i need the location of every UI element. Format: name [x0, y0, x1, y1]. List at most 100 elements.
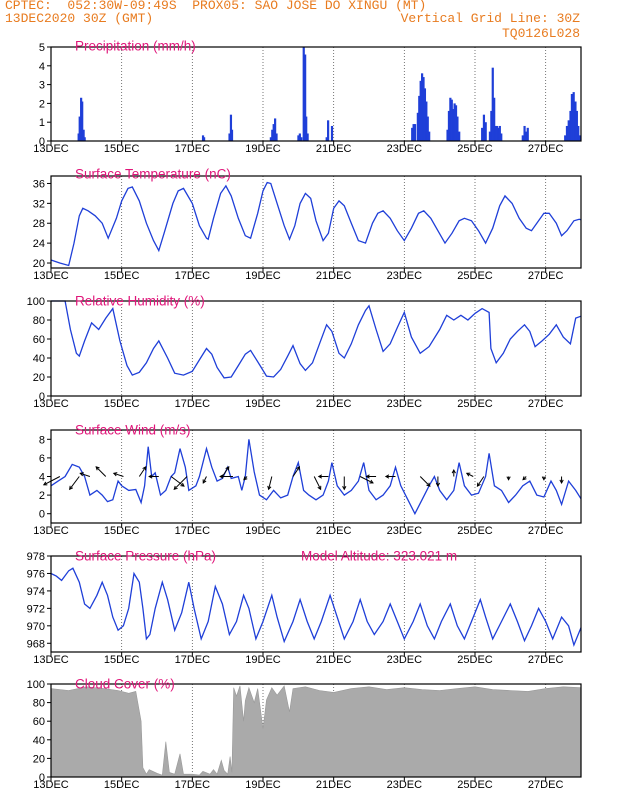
precip-bar	[269, 137, 272, 141]
wind-vector-head	[506, 476, 511, 481]
x-tick-label: 19DEC	[245, 143, 281, 155]
wind-vector-head	[559, 479, 564, 484]
x-tick-label: 23DEC	[387, 525, 423, 537]
precip-bar	[481, 127, 484, 141]
precip-bar	[526, 127, 529, 141]
wind-vector-head	[476, 482, 481, 487]
x-tick-label: 15DEC	[104, 270, 140, 282]
precip-bar	[574, 101, 577, 141]
precip-bar	[412, 124, 415, 141]
precip-bar	[493, 97, 496, 141]
precip-bar	[497, 127, 500, 141]
wind-vector-head	[95, 466, 100, 471]
precip-bar	[426, 116, 429, 141]
cloud-cover-area	[50, 685, 582, 778]
y-tick-label: 4	[39, 472, 45, 484]
x-tick-label: 19DEC	[245, 525, 281, 537]
x-tick-label: 15DEC	[104, 525, 140, 537]
wind-vector	[359, 476, 374, 484]
x-tick-label: 21DEC	[316, 270, 352, 282]
precip-bar	[302, 47, 305, 141]
precip-bar	[447, 110, 451, 141]
precip-bar	[572, 92, 575, 141]
wind-vector	[138, 466, 147, 477]
precip-bar	[418, 95, 421, 141]
wind-vector-head	[317, 474, 323, 479]
panel-title: Relative Humidity (%)	[75, 294, 205, 309]
precip-bar	[488, 131, 492, 141]
precip-bar	[83, 137, 86, 141]
precip-bar	[271, 129, 274, 141]
panel-3: 0 20 40 60 80 100 13DEC 15DEC 17DEC 19DEC 21DEC 23D…	[27, 294, 582, 410]
plot-frame	[50, 300, 582, 397]
y-tick-label: 8	[39, 434, 45, 446]
panel-title: Surface Wind (m/s)	[75, 423, 191, 438]
x-tick-label: 25DEC	[457, 270, 493, 282]
y-tick-label: 100	[27, 679, 45, 691]
wind-vector	[466, 472, 474, 477]
plot-frame	[50, 683, 582, 778]
y-tick-label: 972	[27, 603, 45, 615]
wind-vector	[419, 476, 431, 487]
x-tick-label: 19DEC	[245, 398, 281, 410]
precip-bar	[330, 125, 334, 141]
y-tick-label: 100	[27, 296, 45, 308]
wind-vector-head	[142, 466, 147, 471]
panel-title: Precipitation (mm/h)	[75, 39, 196, 54]
panel-annotation: Model Altitude: 323.021 m	[301, 549, 457, 564]
precip-bar	[416, 112, 419, 141]
y-tick-label: 2	[39, 490, 45, 502]
x-tick-label: 13DEC	[33, 398, 69, 410]
x-tick-label: 21DEC	[316, 654, 352, 666]
precip-bar	[202, 137, 206, 141]
x-tick-label: 15DEC	[104, 398, 140, 410]
precip-bar	[229, 114, 233, 141]
x-tick-label: 17DEC	[175, 654, 211, 666]
precip-bar	[490, 110, 493, 141]
plot-frame	[50, 429, 582, 524]
x-tick-label: 23DEC	[387, 143, 423, 155]
x-tick-label: 15DEC	[104, 654, 140, 666]
y-tick-label: 24	[33, 238, 45, 250]
y-tick-label: 40	[33, 735, 45, 747]
y-tick-label: 974	[27, 586, 45, 598]
wind-vector-head	[435, 482, 441, 488]
x-tick-label: 15DEC	[104, 779, 140, 791]
panel-5: 968 970 972 974 976 978 13DEC 15DEC 17DEC 19DEC 21…	[27, 549, 582, 666]
y-tick-label: 1	[39, 117, 45, 129]
header-model-id: TQ0126L028	[501, 26, 580, 41]
y-tick-label: 3	[39, 80, 45, 92]
precip-bar	[305, 116, 308, 141]
precip-bar	[523, 125, 526, 141]
x-tick-label: 21DEC	[316, 398, 352, 410]
header-init-time: 13DEC2020 30Z (GMT)	[5, 11, 154, 26]
wind-vector-head	[317, 485, 322, 491]
precip-bar	[577, 125, 580, 141]
precip-bar	[575, 110, 578, 141]
precip-bar	[565, 125, 569, 141]
wind-vector	[43, 476, 61, 486]
y-tick-label: 20	[33, 753, 45, 765]
precip-bar	[298, 133, 301, 141]
x-tick-label: 23DEC	[387, 270, 423, 282]
precip-bar	[569, 110, 572, 141]
precip-bar	[452, 109, 455, 141]
wind-vector-head	[451, 469, 456, 474]
precip-bar	[419, 80, 422, 141]
x-tick-label: 17DEC	[175, 779, 211, 791]
x-tick-label: 17DEC	[175, 525, 211, 537]
precip-bar	[578, 135, 581, 141]
precip-bar	[327, 120, 330, 141]
y-tick-label: 2	[39, 98, 45, 110]
x-tick-label: 27DEC	[528, 525, 564, 537]
precip-bar	[500, 133, 503, 141]
y-tick-label: 976	[27, 568, 45, 580]
wind-vector	[313, 476, 322, 490]
wind-vector	[173, 476, 188, 490]
precip-bar	[297, 135, 300, 141]
precip-bar	[275, 133, 278, 141]
x-tick-label: 25DEC	[457, 654, 493, 666]
y-tick-label: 978	[27, 551, 45, 563]
x-tick-label: 25DEC	[457, 779, 493, 791]
precip-bar	[425, 101, 428, 141]
